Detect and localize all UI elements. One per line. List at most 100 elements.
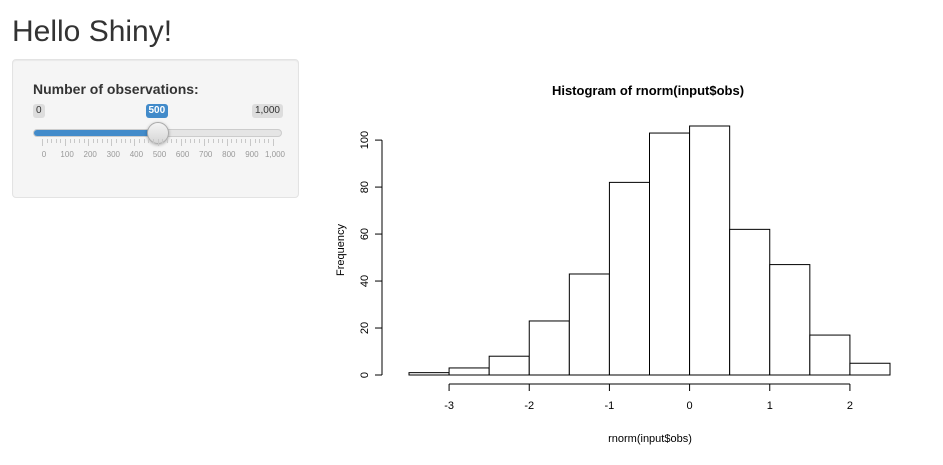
slider-min-badge: 0 <box>33 104 45 118</box>
slider-minor-tick <box>152 139 154 143</box>
slider-minor-tick <box>259 139 261 143</box>
slider-minor-tick <box>185 139 187 143</box>
observations-slider[interactable]: 0 1,000 500 0 100 200 300 400 500 600 700 800 900… <box>33 104 286 179</box>
chart-ylabel: Frequency <box>335 224 347 276</box>
slider-minor-tick <box>254 139 256 143</box>
slider-minor-tick <box>222 139 224 143</box>
slider-tick-label: 100 <box>60 150 74 159</box>
y-axis-tick-label: 20 <box>359 322 371 334</box>
slider-major-tick <box>42 139 43 146</box>
slider-minor-tick <box>240 139 242 143</box>
x-axis-tick-label: -2 <box>524 400 534 412</box>
slider-minor-tick <box>69 139 71 143</box>
slider-track-fill <box>34 130 158 136</box>
chart-title: Histogram of rnorm(input$obs) <box>552 83 744 98</box>
slider-major-tick <box>157 139 159 146</box>
slider-tick-label: 900 <box>245 150 259 159</box>
slider-tick-label: 300 <box>106 150 120 159</box>
histogram-bar <box>608 181 650 376</box>
slider-minor-tick <box>143 139 145 143</box>
x-axis-tick-label: 2 <box>847 400 853 412</box>
slider-major-tick <box>111 139 113 146</box>
slider-minor-tick <box>83 139 85 143</box>
histogram-bar <box>568 273 610 376</box>
histogram-bar <box>849 362 891 376</box>
slider-minor-tick <box>245 139 247 143</box>
x-axis-tick-label: -3 <box>444 400 454 412</box>
slider-value-badge: 500 <box>145 104 169 118</box>
slider-minor-tick <box>166 139 168 143</box>
slider-minor-tick <box>78 139 80 143</box>
slider-major-tick <box>203 139 205 146</box>
histogram-bar <box>488 355 530 376</box>
slider-minor-tick <box>175 139 177 143</box>
slider-minor-tick <box>102 139 104 143</box>
histogram-bar <box>729 228 771 376</box>
slider-minor-tick <box>189 139 191 143</box>
chart-xlabel: rnorm(input$obs) <box>608 433 692 445</box>
slider-minor-tick <box>268 139 270 143</box>
slider-major-tick <box>134 139 136 146</box>
page-title: Hello Shiny! <box>12 15 173 48</box>
slider-minor-tick <box>120 139 122 143</box>
slider-minor-tick <box>217 139 219 143</box>
slider-minor-tick <box>139 139 141 143</box>
slider-minor-tick <box>236 139 238 143</box>
slider-tick-label: 0 <box>41 150 47 159</box>
slider-minor-tick <box>208 139 210 143</box>
histogram-bars <box>408 125 891 376</box>
y-axis-tick-label: 40 <box>359 275 371 287</box>
y-axis-tick-label: 80 <box>359 181 371 193</box>
slider-minor-tick <box>129 139 131 143</box>
histogram-bar <box>769 264 811 376</box>
x-axis-tick-label: 1 <box>767 400 773 412</box>
slider-ticks: 0 100 200 300 400 500 600 700 800 900 1,000 <box>33 139 286 159</box>
histogram-bar <box>528 320 570 376</box>
slider-major-tick <box>180 139 182 146</box>
x-axis: -3 -2 -1 0 1 2 <box>444 383 853 412</box>
slider-max-badge: 1,000 <box>251 104 283 118</box>
slider-tick-label: 1,000 <box>264 150 286 159</box>
slider-minor-tick <box>92 139 94 143</box>
slider-minor-tick <box>162 139 164 143</box>
slider-major-tick <box>65 139 67 146</box>
histogram-bar <box>448 367 490 376</box>
slider-label: Number of observations: <box>33 81 199 97</box>
slider-minor-tick <box>51 139 53 143</box>
histogram-bar <box>809 334 851 376</box>
slider-major-tick <box>273 139 274 146</box>
slider-minor-tick <box>46 139 48 143</box>
slider-minor-tick <box>231 139 233 143</box>
slider-major-tick <box>226 139 228 146</box>
slider-tick-label: 700 <box>199 150 213 159</box>
slider-minor-tick <box>125 139 127 143</box>
slider-tick-label: 500 <box>152 150 167 159</box>
slider-minor-tick <box>212 139 214 143</box>
slider-minor-tick <box>106 139 108 143</box>
slider-minor-tick <box>115 139 117 143</box>
slider-minor-tick <box>74 139 76 143</box>
histogram-bar <box>689 125 731 376</box>
slider-minor-tick <box>148 139 150 143</box>
slider-minor-tick <box>60 139 62 143</box>
slider-minor-tick <box>97 139 99 143</box>
sidebar-panel: Number of observations: 0 1,000 500 0 100… <box>12 59 299 198</box>
slider-major-tick <box>249 139 251 146</box>
slider-minor-tick <box>263 139 265 143</box>
y-axis-tick-label: 60 <box>359 228 371 240</box>
slider-minor-tick <box>55 139 57 143</box>
y-axis-tick-label: 0 <box>359 372 371 378</box>
slider-tick-label: 600 <box>175 150 190 159</box>
slider-minor-tick <box>171 139 173 143</box>
x-axis-tick-label: 0 <box>687 400 693 412</box>
y-axis: 0 20 40 60 80 100 <box>359 131 383 378</box>
slider-tick-label: 400 <box>129 150 144 159</box>
histogram-bar <box>408 372 450 376</box>
slider-tick-label: 200 <box>83 150 97 159</box>
slider-tick-label: 800 <box>222 150 236 159</box>
slider-major-tick <box>88 139 90 146</box>
x-axis-tick-label: -1 <box>605 400 615 412</box>
y-axis-tick-label: 100 <box>359 131 371 149</box>
histogram-bar <box>649 132 691 376</box>
slider-minor-tick <box>199 139 201 143</box>
